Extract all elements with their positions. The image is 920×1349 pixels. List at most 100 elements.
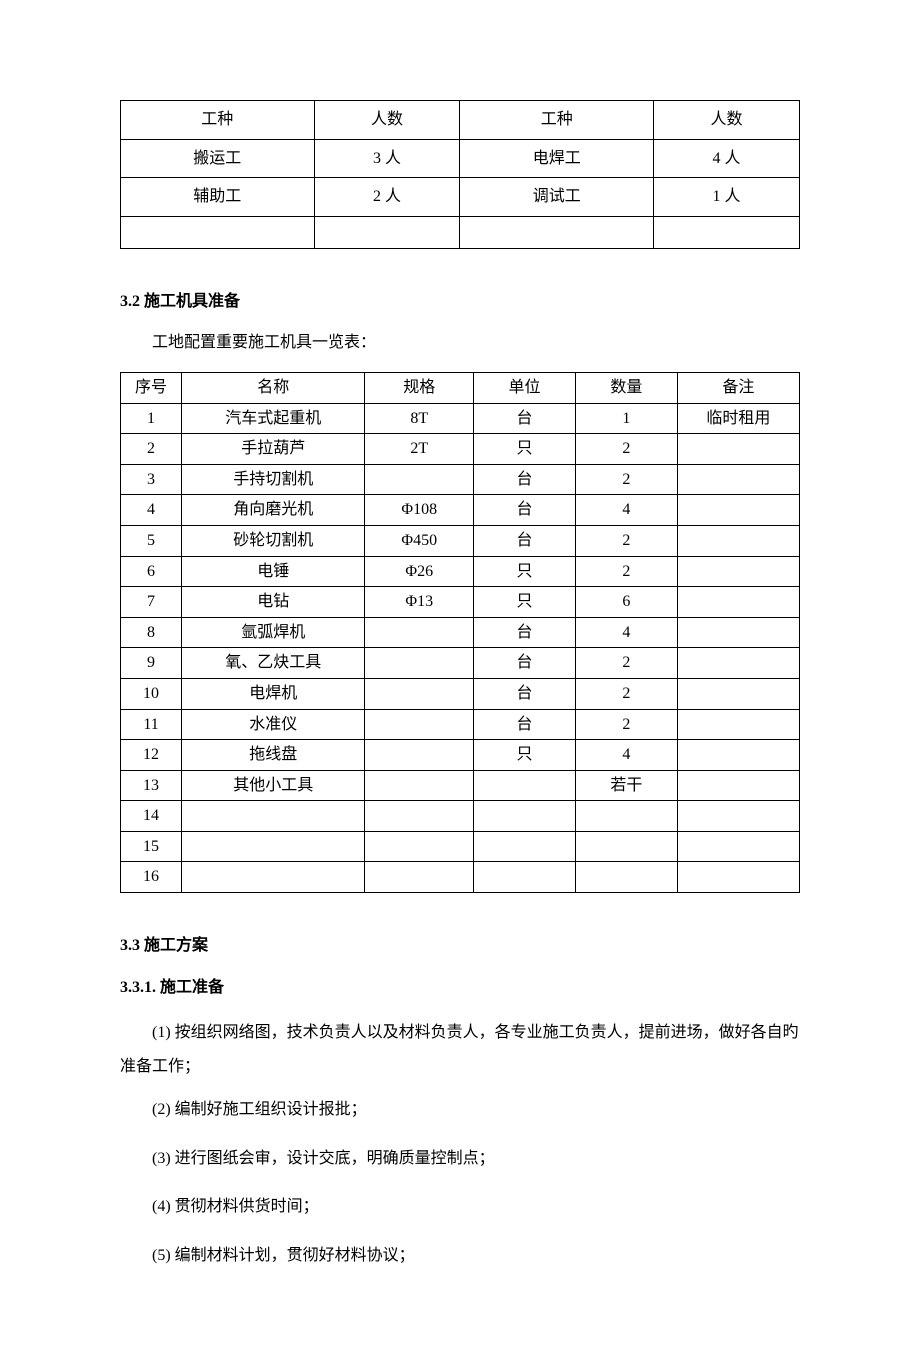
cell: 水准仪 — [182, 709, 365, 740]
cell: 只 — [474, 556, 576, 587]
cell — [365, 740, 474, 771]
cell — [677, 801, 799, 832]
table-row: 9氧、乙炔工具台2 — [121, 648, 800, 679]
cell: Φ450 — [365, 525, 474, 556]
cell — [654, 216, 800, 248]
cell: 1 人 — [654, 178, 800, 217]
cell: 4 — [575, 617, 677, 648]
list-item: (2) 编制好施工组织设计报批； — [120, 1095, 800, 1125]
cell: 16 — [121, 862, 182, 893]
cell: 台 — [474, 617, 576, 648]
cell — [677, 495, 799, 526]
section-3-3-1-heading: 3.3.1. 施工准备 — [120, 975, 800, 1001]
cell — [365, 862, 474, 893]
cell: 氧、乙炔工具 — [182, 648, 365, 679]
cell — [677, 862, 799, 893]
cell: 台 — [474, 709, 576, 740]
table-row: 15 — [121, 831, 800, 862]
cell: 2 人 — [314, 178, 460, 217]
list-item: (4) 贯彻材料供货时间； — [120, 1192, 800, 1222]
header-cell: 工种 — [460, 101, 654, 140]
cell — [365, 617, 474, 648]
cell: 6 — [575, 587, 677, 618]
header-cell: 人数 — [654, 101, 800, 140]
cell — [677, 740, 799, 771]
list-item: (1) 按组织网络图，技术负责人以及材料负责人，各专业施工负责人，提前进场，做好… — [120, 1016, 800, 1083]
header-cell: 单位 — [474, 372, 576, 403]
header-cell: 规格 — [365, 372, 474, 403]
cell — [365, 770, 474, 801]
equipment-table: 序号 名称 规格 单位 数量 备注 1汽车式起重机8T台1临时租用2手拉葫芦2T… — [120, 372, 800, 893]
cell: 氩弧焊机 — [182, 617, 365, 648]
cell — [365, 648, 474, 679]
cell — [575, 801, 677, 832]
cell — [575, 831, 677, 862]
cell: 2T — [365, 434, 474, 465]
list-item: (3) 进行图纸会审，设计交底，明确质量控制点； — [120, 1144, 800, 1174]
cell: Φ26 — [365, 556, 474, 587]
table-row: 8氩弧焊机 台4 — [121, 617, 800, 648]
cell: 台 — [474, 403, 576, 434]
table-row: 13其他小工具若干 — [121, 770, 800, 801]
cell: 角向磨光机 — [182, 495, 365, 526]
cell: 台 — [474, 464, 576, 495]
cell: 2 — [575, 648, 677, 679]
cell: 搬运工 — [121, 139, 315, 178]
prep-list: (2) 编制好施工组织设计报批； (3) 进行图纸会审，设计交底，明确质量控制点… — [120, 1095, 800, 1271]
table-row: 7电钻Φ13只6 — [121, 587, 800, 618]
cell: 临时租用 — [677, 403, 799, 434]
cell — [182, 831, 365, 862]
cell — [677, 464, 799, 495]
cell: 2 — [575, 525, 677, 556]
cell — [677, 434, 799, 465]
cell — [677, 678, 799, 709]
cell — [460, 216, 654, 248]
cell: Φ108 — [365, 495, 474, 526]
cell: 电焊工 — [460, 139, 654, 178]
cell — [677, 617, 799, 648]
cell: 手拉葫芦 — [182, 434, 365, 465]
cell — [677, 648, 799, 679]
table-row: 1汽车式起重机8T台1临时租用 — [121, 403, 800, 434]
cell: 台 — [474, 495, 576, 526]
header-cell: 工种 — [121, 101, 315, 140]
header-cell: 人数 — [314, 101, 460, 140]
header-cell: 序号 — [121, 372, 182, 403]
cell: 3 — [121, 464, 182, 495]
cell: 8 — [121, 617, 182, 648]
cell: 汽车式起重机 — [182, 403, 365, 434]
cell: 电钻 — [182, 587, 365, 618]
cell — [365, 678, 474, 709]
cell — [677, 525, 799, 556]
cell: 只 — [474, 587, 576, 618]
cell — [677, 709, 799, 740]
table-row: 2手拉葫芦2T只2 — [121, 434, 800, 465]
cell — [365, 831, 474, 862]
table-row: 搬运工 3 人 电焊工 4 人 — [121, 139, 800, 178]
cell: 拖线盘 — [182, 740, 365, 771]
section-3-3-heading: 3.3 施工方案 — [120, 933, 800, 959]
cell: 辅助工 — [121, 178, 315, 217]
cell: Φ13 — [365, 587, 474, 618]
table-row: 3手持切割机台2 — [121, 464, 800, 495]
cell: 14 — [121, 801, 182, 832]
cell — [677, 770, 799, 801]
cell: 8T — [365, 403, 474, 434]
cell: 2 — [575, 434, 677, 465]
table-row: 16 — [121, 862, 800, 893]
cell — [474, 862, 576, 893]
table-row — [121, 216, 800, 248]
cell: 2 — [121, 434, 182, 465]
cell: 3 人 — [314, 139, 460, 178]
cell — [365, 801, 474, 832]
table-row: 11水准仪台2 — [121, 709, 800, 740]
cell: 7 — [121, 587, 182, 618]
cell: 1 — [575, 403, 677, 434]
cell — [677, 831, 799, 862]
list-item: (5) 编制材料计划，贯彻好材料协议； — [120, 1241, 800, 1271]
cell — [677, 587, 799, 618]
table-row: 14 — [121, 801, 800, 832]
cell — [182, 801, 365, 832]
table-header-row: 序号 名称 规格 单位 数量 备注 — [121, 372, 800, 403]
cell: 4 — [575, 740, 677, 771]
